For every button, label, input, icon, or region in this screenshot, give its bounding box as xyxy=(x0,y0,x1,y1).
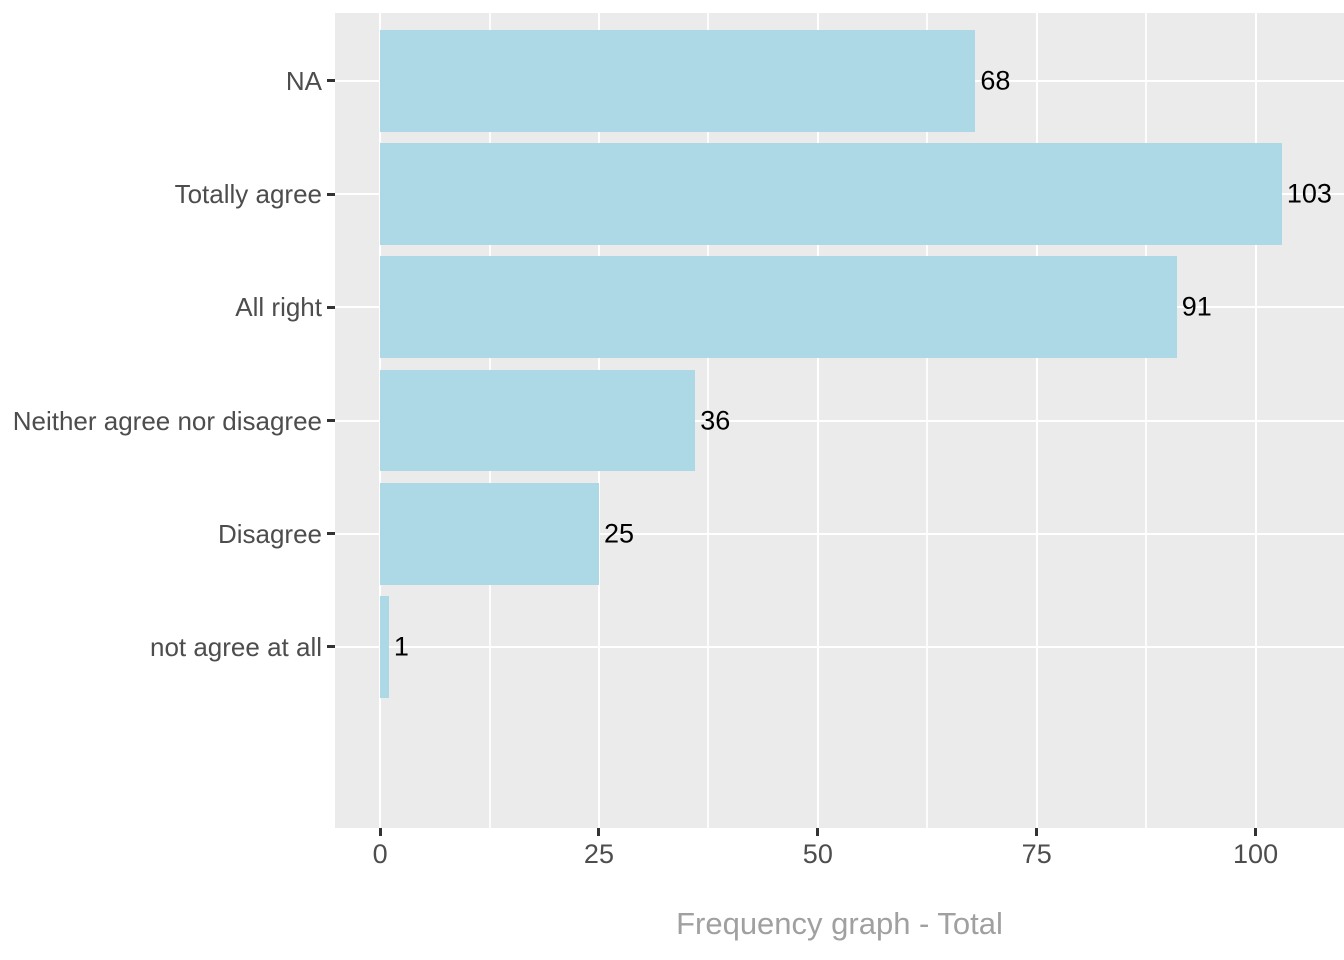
category-label-not-agree-at-all: not agree at all xyxy=(149,631,322,662)
category-label-na: NA xyxy=(285,65,322,96)
y-tick-all-right xyxy=(327,305,335,309)
value-label-totally-agree: 103 xyxy=(1286,178,1332,209)
y-tick-na xyxy=(327,79,335,83)
x-tick-50 xyxy=(816,828,820,836)
x-tick-label-25: 25 xyxy=(583,839,614,869)
gridline-major-y-disagree xyxy=(335,532,1344,535)
x-tick-100 xyxy=(1254,828,1258,836)
value-label-all-right: 91 xyxy=(1181,291,1212,322)
value-label-neither-agree-nor-disagree: 36 xyxy=(700,405,731,435)
x-tick-label-75: 75 xyxy=(1021,839,1052,869)
category-label-all-right: All right xyxy=(235,292,322,323)
y-tick-totally-agree xyxy=(327,192,335,196)
category-label-neither-agree-nor-disagree: Neither agree nor disagree xyxy=(12,405,322,436)
x-tick-25 xyxy=(597,828,601,836)
x-axis-title: Frequency graph - Total xyxy=(676,906,1003,941)
y-tick-neither-agree-nor-disagree xyxy=(327,419,335,422)
bar-all-right xyxy=(380,256,1177,359)
category-label-totally-agree: Totally agree xyxy=(174,179,322,210)
x-tick-label-0: 0 xyxy=(372,839,388,869)
bar-disagree xyxy=(380,482,599,585)
x-tick-75 xyxy=(1035,828,1039,836)
bar-na xyxy=(380,29,976,132)
gridline-major-y-not-agree-at-all xyxy=(335,645,1344,648)
value-label-not-agree-at-all: 1 xyxy=(393,631,409,662)
gridline-major-y-neither-agree-nor-disagree xyxy=(335,419,1344,422)
value-label-na: 68 xyxy=(980,65,1011,96)
y-tick-not-agree-at-all xyxy=(327,645,335,649)
x-tick-label-100: 100 xyxy=(1233,839,1279,869)
x-tick-0 xyxy=(378,828,382,836)
plot-panel: 68 103 91 36 25 1 xyxy=(335,13,1344,828)
bar-not-agree-at-all xyxy=(380,595,389,698)
y-tick-disagree xyxy=(327,532,335,536)
category-label-disagree: Disagree xyxy=(217,518,322,549)
bar-neither-agree-nor-disagree xyxy=(380,369,696,472)
bar-totally-agree xyxy=(380,143,1282,246)
x-tick-label-50: 50 xyxy=(802,839,833,869)
value-label-disagree: 25 xyxy=(603,518,634,549)
